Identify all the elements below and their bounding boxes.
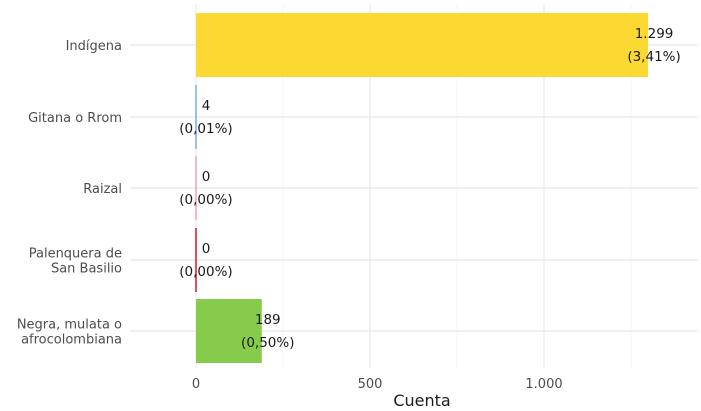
category-label-line: Negra, mulata o [17, 318, 122, 333]
data-label-value: 0 [202, 241, 211, 257]
category-label-line: Raizal [83, 182, 122, 197]
category-label-line: Gitana o Rrom [28, 111, 122, 126]
bars [195, 13, 649, 363]
bar [195, 228, 197, 292]
data-label-percent: (0,00%) [179, 264, 232, 280]
category-labels: Indígena Gitana o Rrom Raizal Palenquera de… [17, 39, 122, 348]
data-label-percent: (0,50%) [241, 335, 294, 351]
category-label-line: afrocolombiana [21, 333, 122, 348]
x-tick-labels: 0 500 1.000 [192, 377, 563, 392]
category-label: Negra, mulata o afrocolombiana [17, 318, 122, 348]
data-label-value: 189 [255, 312, 281, 328]
bar [195, 85, 197, 149]
category-label-line: San Basilio [51, 262, 122, 277]
category-label-line: Palenquera de [29, 247, 122, 262]
data-label-percent: (0,00%) [179, 192, 232, 208]
data-label-value: 1.299 [635, 26, 674, 42]
x-axis-title: Cuenta [393, 391, 450, 410]
x-tick-label: 1.000 [525, 377, 562, 392]
data-label-percent: (3,41%) [627, 49, 680, 65]
category-label: Indígena [66, 39, 122, 54]
data-label-value: 0 [202, 169, 211, 185]
x-tick-label: 0 [192, 377, 200, 392]
category-label: Gitana o Rrom [28, 111, 122, 126]
bar [196, 299, 262, 363]
x-tick-label: 500 [358, 377, 383, 392]
category-label: Raizal [83, 182, 122, 197]
category-label-line: Indígena [66, 39, 122, 54]
data-labels: 1.299 (3,41%) 4 (0,01%) 0 (0,00%) 0 (0,00%) 189 (… [179, 26, 680, 351]
bar [196, 13, 649, 77]
bar [195, 156, 197, 220]
data-label-percent: (0,01%) [179, 121, 232, 137]
data-label-value: 4 [202, 98, 211, 114]
category-label: Palenquera de San Basilio [29, 247, 122, 277]
